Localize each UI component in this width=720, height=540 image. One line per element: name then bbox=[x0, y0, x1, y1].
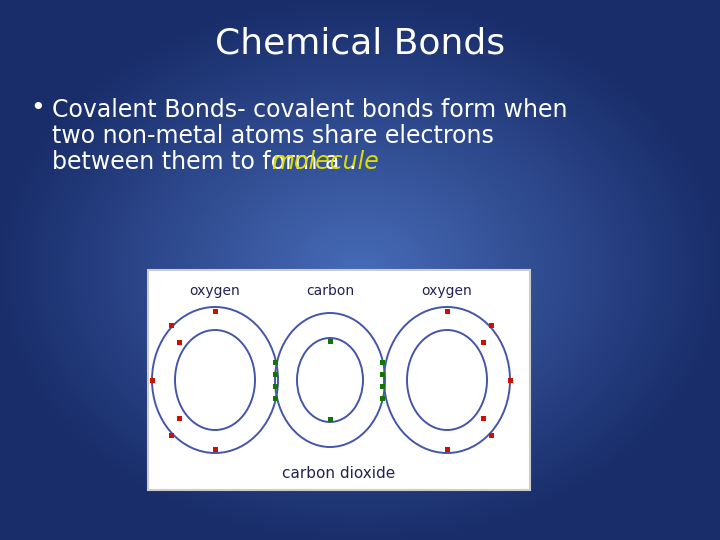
Bar bbox=[176, 340, 181, 345]
Bar bbox=[212, 447, 217, 451]
Bar bbox=[508, 377, 513, 382]
Text: molecule: molecule bbox=[271, 150, 379, 174]
Bar bbox=[272, 395, 277, 401]
Bar bbox=[272, 360, 277, 365]
Text: Chemical Bonds: Chemical Bonds bbox=[215, 26, 505, 60]
Text: .: . bbox=[348, 150, 356, 174]
Text: oxygen: oxygen bbox=[189, 284, 240, 298]
Bar bbox=[379, 360, 384, 365]
Bar bbox=[379, 383, 384, 388]
Bar bbox=[379, 395, 384, 401]
Text: two non-metal atoms share electrons: two non-metal atoms share electrons bbox=[52, 124, 494, 148]
Text: between them to form a: between them to form a bbox=[52, 150, 347, 174]
Bar bbox=[168, 322, 174, 327]
Text: Covalent Bonds- covalent bonds form when: Covalent Bonds- covalent bonds form when bbox=[52, 98, 567, 122]
Bar bbox=[444, 447, 449, 451]
Bar bbox=[168, 433, 174, 437]
Text: carbon: carbon bbox=[306, 284, 354, 298]
Bar bbox=[328, 416, 333, 422]
Bar bbox=[176, 415, 181, 421]
Bar bbox=[488, 433, 493, 437]
Bar bbox=[148, 270, 530, 490]
Bar bbox=[328, 339, 333, 343]
Bar bbox=[488, 322, 493, 327]
Bar bbox=[480, 415, 485, 421]
Text: oxygen: oxygen bbox=[422, 284, 472, 298]
Bar bbox=[212, 308, 217, 314]
Bar bbox=[150, 377, 155, 382]
Bar bbox=[272, 372, 277, 376]
Bar bbox=[379, 372, 384, 376]
Text: carbon dioxide: carbon dioxide bbox=[282, 467, 395, 482]
Bar bbox=[272, 383, 277, 388]
Bar bbox=[480, 340, 485, 345]
Text: •: • bbox=[30, 96, 45, 120]
Bar bbox=[444, 308, 449, 314]
